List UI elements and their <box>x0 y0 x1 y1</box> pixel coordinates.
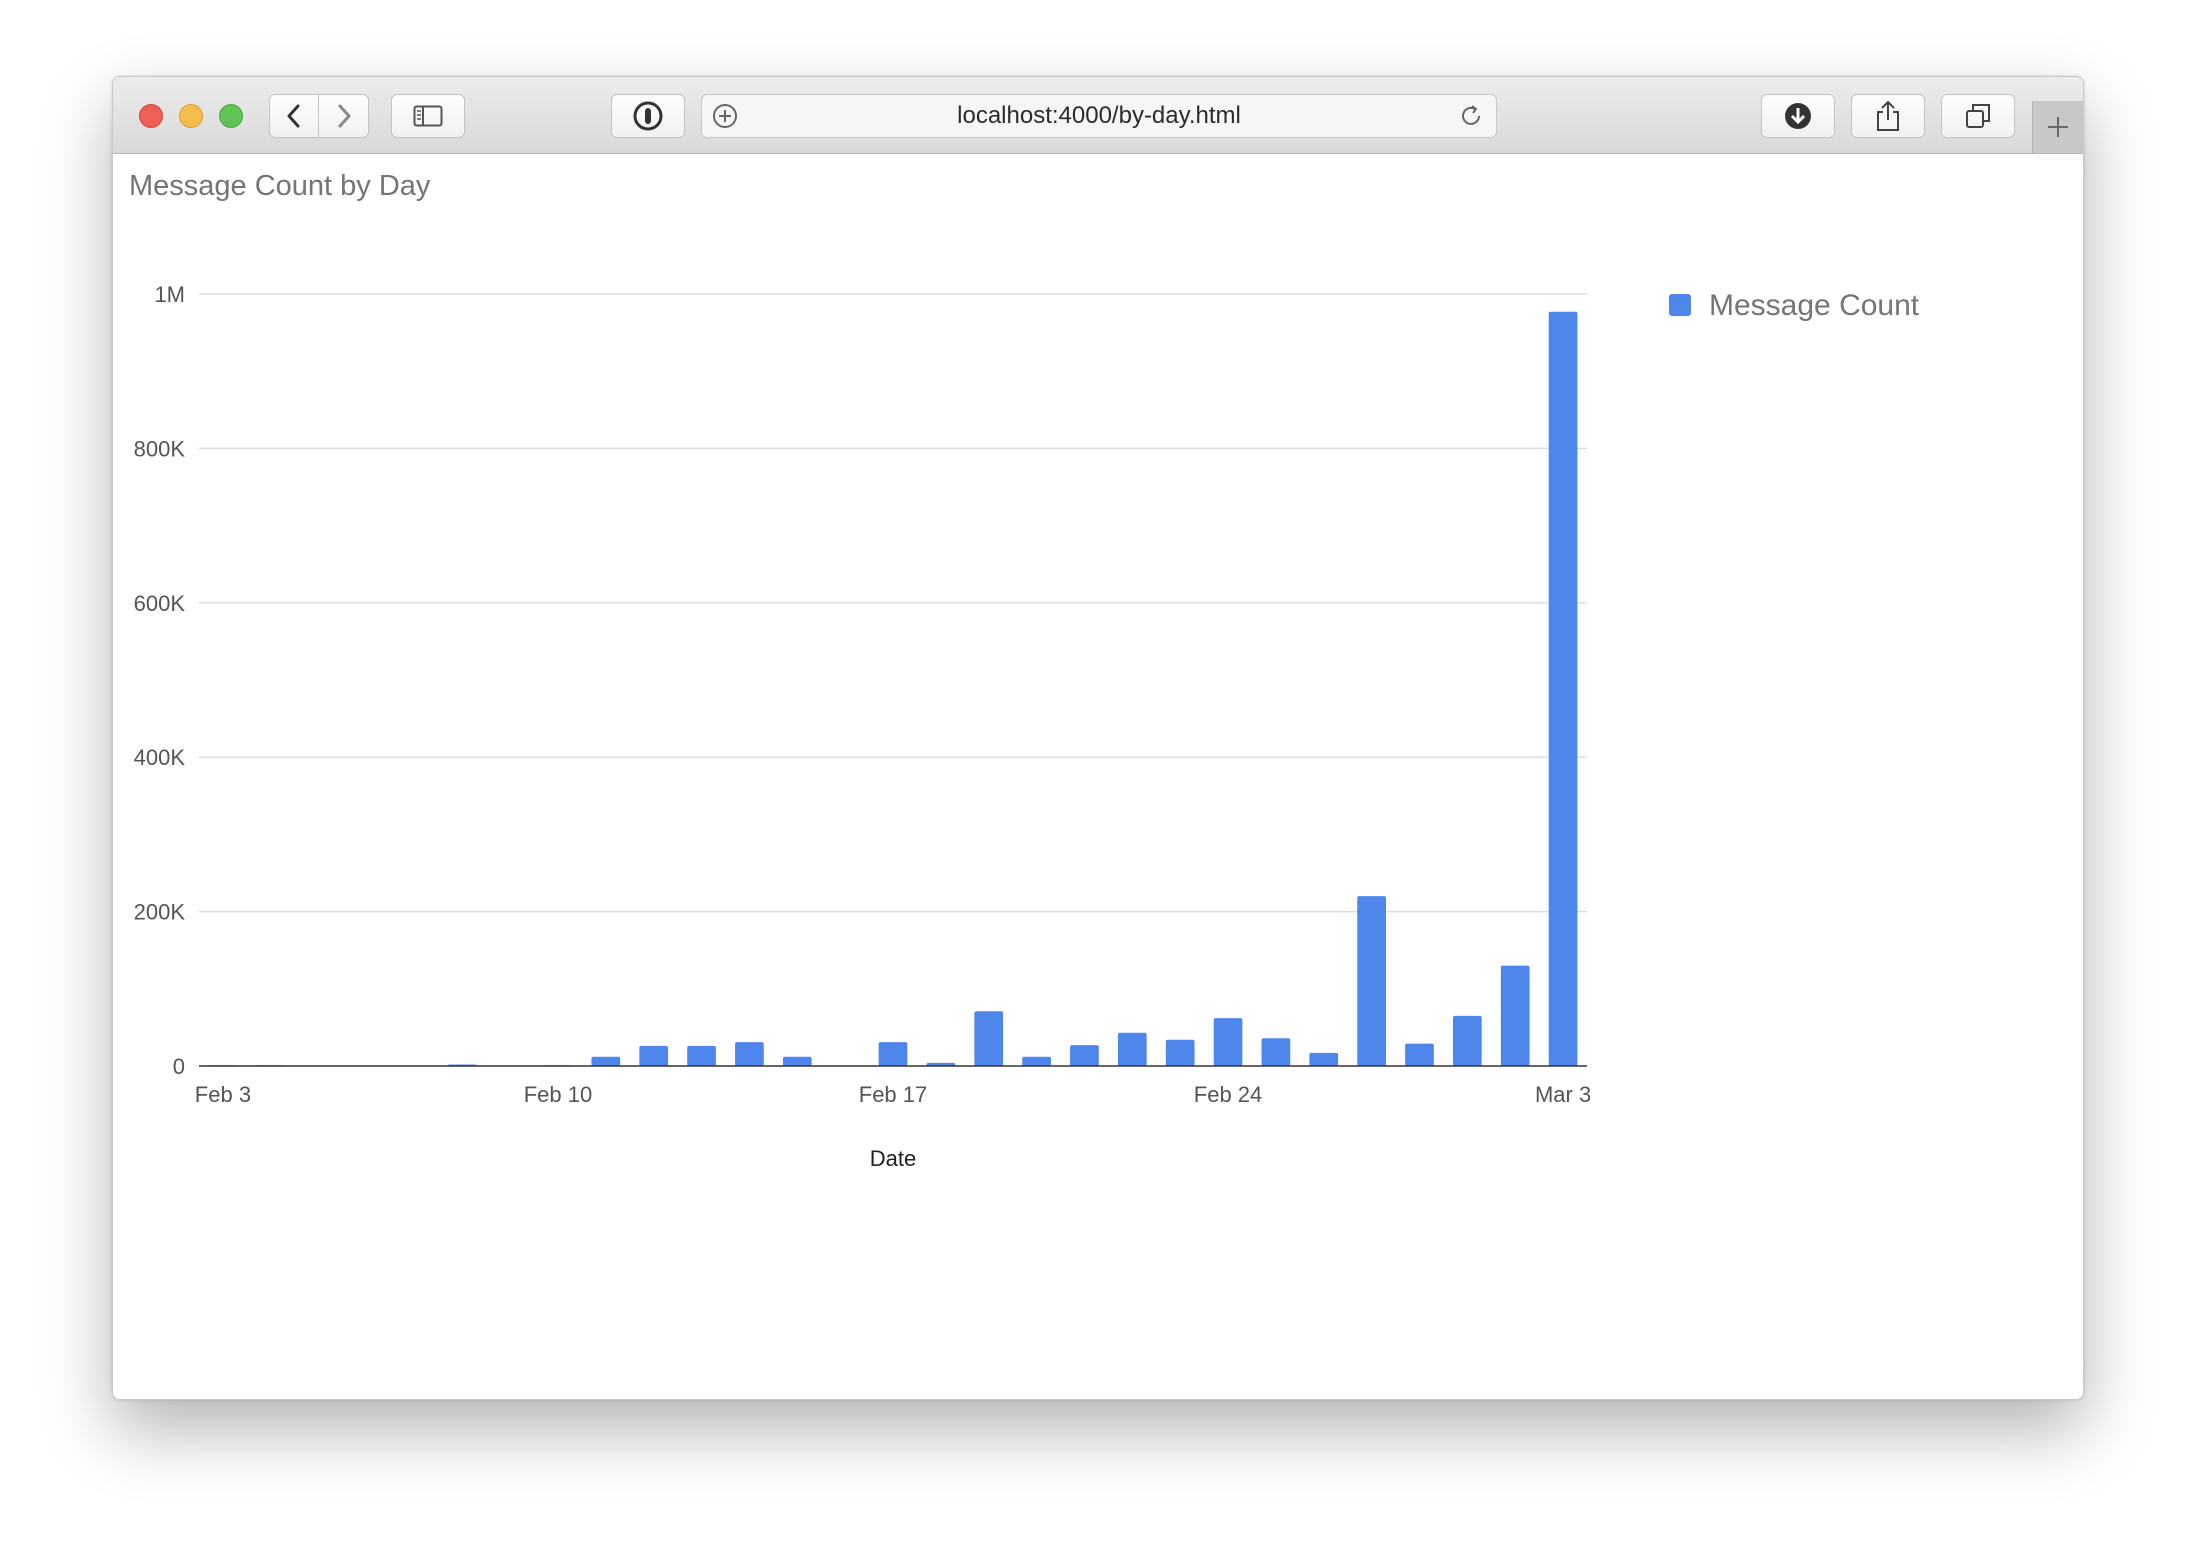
tab-overview-icon <box>1966 104 1990 128</box>
new-tab-button[interactable] <box>2032 101 2083 153</box>
plus-icon <box>2048 117 2068 137</box>
x-tick-label: Feb 10 <box>524 1082 593 1107</box>
chevron-left-icon <box>287 104 300 128</box>
axes: 0 200K 400K 600K 800K 1M Feb 3 Feb 10 Feb 17 Feb … <box>134 282 1592 1171</box>
y-tick-label: 1M <box>154 282 185 307</box>
bar <box>1213 1018 1243 1066</box>
reload-icon[interactable] <box>1458 103 1484 134</box>
url-text: localhost:4000/by-day.html <box>957 102 1241 129</box>
grid-lines <box>199 293 1587 913</box>
password-button[interactable] <box>611 94 685 138</box>
zoom-window-button[interactable] <box>219 104 243 128</box>
browser-toolbar: localhost:4000/by-day.html <box>113 77 2083 154</box>
bar <box>974 1011 1004 1066</box>
x-tick-label: Mar 3 <box>1535 1082 1591 1107</box>
bar <box>1070 1045 1099 1066</box>
bar <box>878 1042 908 1066</box>
y-tick-label: 200K <box>134 900 186 925</box>
bar <box>1309 1052 1339 1066</box>
share-icon <box>1877 100 1899 131</box>
x-tick-label: Feb 24 <box>1194 1082 1263 1107</box>
back-button[interactable] <box>269 94 319 138</box>
legend-swatch <box>1669 294 1691 316</box>
y-tick-label: 0 <box>173 1054 185 1079</box>
page-content: Message Count by Day 0 200K 400K 600K 800K 1M… <box>113 154 2083 1399</box>
legend: Message Count <box>1669 289 1920 322</box>
bar <box>1452 1015 1482 1066</box>
x-tick-label: Feb 3 <box>195 1082 251 1107</box>
browser-window: localhost:4000/by-day.html <box>112 76 2084 1400</box>
bar <box>1117 1032 1147 1066</box>
x-axis-title: Date <box>870 1146 916 1171</box>
sidebar-button[interactable] <box>391 94 465 138</box>
bar <box>782 1056 812 1066</box>
tab-overview-button[interactable] <box>1941 94 2015 138</box>
x-tick-label: Feb 17 <box>859 1082 928 1107</box>
bar <box>687 1045 716 1066</box>
sidebar-icon <box>413 105 443 127</box>
bar <box>1165 1039 1195 1066</box>
bar <box>735 1042 764 1066</box>
close-window-button[interactable] <box>139 104 163 128</box>
plus-circle-icon[interactable] <box>712 103 738 134</box>
bar <box>591 1056 621 1066</box>
minimize-window-button[interactable] <box>179 104 203 128</box>
address-bar[interactable]: localhost:4000/by-day.html <box>701 94 1497 138</box>
download-icon <box>1785 103 1811 129</box>
y-tick-label: 600K <box>134 591 186 616</box>
password-key-icon <box>633 101 663 131</box>
bar <box>1022 1056 1051 1066</box>
chevron-right-icon <box>338 104 350 128</box>
chart-title: Message Count by Day <box>129 170 431 202</box>
bar <box>1261 1038 1291 1066</box>
bar <box>1357 896 1386 1066</box>
bar <box>1548 311 1578 1066</box>
forward-button[interactable] <box>319 94 369 138</box>
y-tick-label: 800K <box>134 436 186 461</box>
bar <box>639 1045 669 1066</box>
bar-chart: 0 200K 400K 600K 800K 1M Feb 3 Feb 10 Feb 17 Feb … <box>134 282 1920 1171</box>
y-tick-label: 400K <box>134 745 186 770</box>
bars <box>208 311 1578 1066</box>
bar <box>1405 1043 1434 1066</box>
share-button[interactable] <box>1851 94 1925 138</box>
downloads-button[interactable] <box>1761 94 1835 138</box>
bar <box>926 1062 956 1066</box>
legend-label: Message Count <box>1709 289 1920 322</box>
bar <box>1500 965 1530 1066</box>
